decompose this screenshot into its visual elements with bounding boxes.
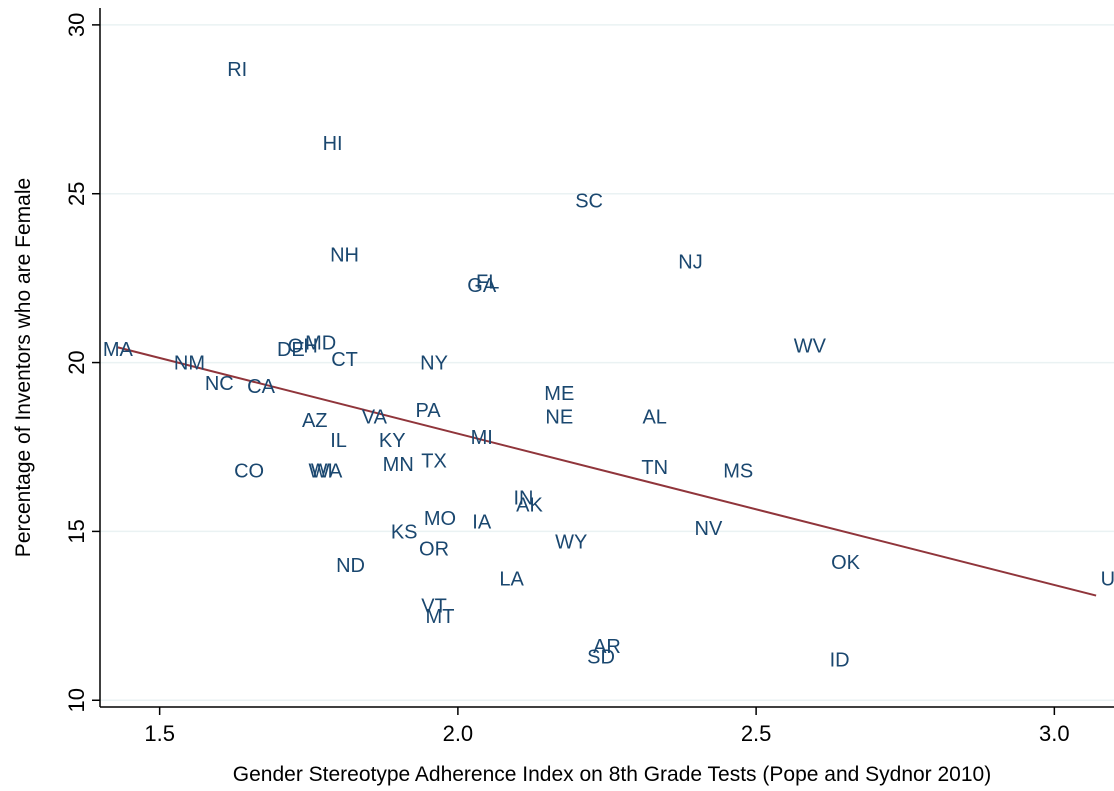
point-label-id: ID [830,650,850,672]
point-label-wa: WA [311,461,343,483]
x-tick-label-1.5: 1.5 [144,721,175,746]
fit-layer [117,346,1097,597]
point-label-me: ME [544,383,574,405]
point-label-nd: ND [336,555,365,577]
point-label-sc: SC [575,190,603,212]
point-label-nv: NV [695,518,723,540]
point-label-ma: MA [103,339,134,361]
y-tick-label-30: 30 [64,13,89,37]
point-label-ky: KY [379,430,406,452]
point-label-ks: KS [391,521,418,543]
axis-layer: 10 15 20 25 30 1.5 2.0 2.5 3.0 [64,8,1114,746]
point-label-nc: NC [205,373,234,395]
point-label-in: IN [513,488,533,510]
point-label-ok: OK [831,552,861,574]
point-label-or: OR [419,538,449,560]
point-label-wv: WV [794,336,827,358]
point-label-hi: HI [323,133,343,155]
point-label-ut: UT [1101,569,1114,591]
point-label-ne: NE [545,407,573,429]
y-tick-label-15: 15 [64,519,89,543]
grid-layer [100,24,1114,701]
point-label-ny: NY [420,353,448,375]
y-tick-label-10: 10 [64,688,89,712]
point-label-va: VA [362,407,388,429]
point-label-ct: CT [331,349,358,371]
x-axis-title: Gender Stereotype Adherence Index on 8th… [233,763,991,786]
point-label-mo: MO [424,508,456,530]
point-label-tx: TX [421,450,447,472]
fitted-line [117,346,1097,597]
point-label-ca: CA [247,376,275,398]
y-axis-title: Percentage of Inventors who are Female [12,178,35,557]
point-label-al: AL [642,407,666,429]
point-label-fl: FL [476,272,499,294]
point-label-la: LA [499,569,524,591]
x-tick-label-3.0: 3.0 [1039,721,1070,746]
point-label-vt: VT [421,596,447,618]
point-label-tn: TN [641,457,668,479]
point-label-nj: NJ [678,251,702,273]
point-label-ga: GA [467,275,497,297]
point-label-wy: WY [555,532,587,554]
point-label-ms: MS [723,461,753,483]
point-label-il: IL [330,430,347,452]
point-label-mn: MN [383,454,414,476]
point-label-oh: OH [288,336,318,358]
point-label-wi: WI [308,461,332,483]
x-tick-label-2.5: 2.5 [741,721,772,746]
point-label-ia: IA [472,511,492,533]
point-label-nh: NH [330,245,359,267]
point-label-mt: MT [426,606,455,628]
point-label-md: MD [305,332,336,354]
point-label-co: CO [234,461,264,483]
point-label-ar: AR [593,636,621,658]
y-tick-label-20: 20 [64,350,89,374]
point-label-ri: RI [227,59,247,81]
point-label-sd: SD [587,646,615,668]
point-label-pa: PA [415,400,441,422]
point-label-nm: NM [174,353,205,375]
x-tick-label-2.0: 2.0 [443,721,474,746]
point-label-ak: AK [516,494,543,516]
point-label-de: DE [277,339,305,361]
point-label-mi: MI [471,427,493,449]
point-label-az: AZ [302,410,328,432]
y-tick-label-25: 25 [64,181,89,205]
